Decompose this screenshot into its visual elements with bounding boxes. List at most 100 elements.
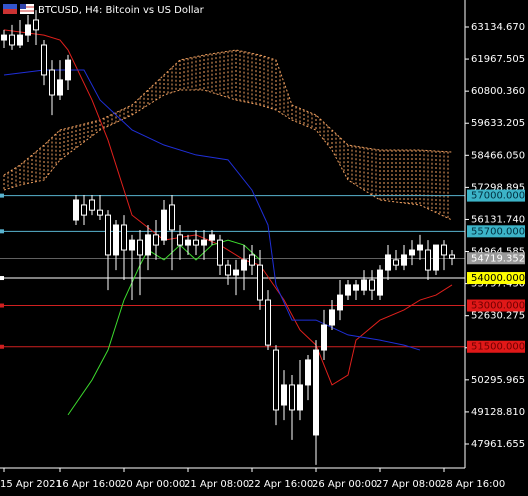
y-tick-label: 56131.740 <box>471 214 525 225</box>
candle-body <box>329 309 335 326</box>
flag-a-stripe <box>3 9 17 14</box>
y-tick-label: 60800.360 <box>471 86 525 97</box>
candle-body <box>425 249 431 271</box>
candle-body <box>281 384 287 406</box>
candle-body <box>273 349 279 411</box>
candle-body <box>161 209 167 241</box>
y-tick-label: 52630.275 <box>471 311 525 322</box>
level-marker <box>0 276 4 281</box>
level-marker <box>0 193 4 198</box>
candle-body <box>321 324 327 351</box>
candle-body <box>241 259 247 271</box>
y-tick-label: 59633.205 <box>471 118 525 129</box>
x-tick-label: 22 Apr 16:00 <box>248 479 313 490</box>
candle-body <box>145 234 151 256</box>
level-label-box <box>467 299 525 312</box>
candle-body <box>121 224 127 251</box>
candle-body <box>233 269 239 276</box>
current-price-box <box>467 252 525 265</box>
level-label-box <box>467 340 525 353</box>
candle-body <box>449 254 455 259</box>
candle-body <box>49 69 55 96</box>
candle-body <box>153 234 159 246</box>
candle-body <box>177 234 183 246</box>
level-marker <box>0 229 4 234</box>
candle-body <box>409 249 415 256</box>
level-label: 53000.000 <box>471 301 525 312</box>
y-tick-label: 47961.655 <box>471 439 525 450</box>
candle-body <box>297 384 303 411</box>
candle-body <box>353 284 359 291</box>
level-label: 54000.000 <box>471 273 525 284</box>
candle-body <box>89 199 95 211</box>
level-marker <box>0 303 4 308</box>
y-tick-label: 61967.505 <box>471 54 525 65</box>
candle-body <box>345 284 351 296</box>
level-label-box <box>467 189 525 202</box>
level-label-box <box>467 272 525 285</box>
candle-body <box>185 239 191 246</box>
candle-body <box>73 199 79 221</box>
y-tick-label: 54964.585 <box>471 247 525 258</box>
candle-body <box>257 264 263 301</box>
candle-body <box>417 244 423 251</box>
candle-body <box>289 384 295 411</box>
candle-body <box>129 239 135 251</box>
candle-body <box>33 19 39 31</box>
candle-body <box>65 59 71 81</box>
candle-body <box>369 279 375 291</box>
level-marker <box>0 344 4 349</box>
y-tick-label: 58466.050 <box>471 150 525 161</box>
flag-b <box>20 4 34 14</box>
flag-icon <box>3 4 34 14</box>
indicator-line <box>67 239 261 416</box>
cloud <box>3 49 449 219</box>
candle-body <box>377 269 383 296</box>
candle-body <box>249 254 255 266</box>
level-label: 55700.000 <box>471 226 525 237</box>
candle-body <box>41 44 47 76</box>
candle-body <box>57 79 63 96</box>
candle-body <box>393 259 399 266</box>
candle-body <box>137 239 143 256</box>
candle-body <box>441 244 447 256</box>
flag-b-canton <box>20 4 26 9</box>
y-tick-label: 63134.670 <box>471 22 525 33</box>
candle-body <box>209 234 215 241</box>
candle-body <box>97 209 103 216</box>
x-tick-label: 27 Apr 08:00 <box>376 479 441 490</box>
x-tick-label: 16 Apr 16:00 <box>56 479 121 490</box>
cloud-edge <box>3 89 453 221</box>
x-tick-label: 20 Apr 00:00 <box>120 479 185 490</box>
y-tick-label: 49128.810 <box>471 407 525 418</box>
candle-body <box>385 254 391 271</box>
chart-title: BTCUSD, H4: Bitcoin vs US Dollar <box>38 5 205 16</box>
x-tick-label: 26 Apr 00:00 <box>312 479 377 490</box>
x-tick-label: 21 Apr 08:00 <box>184 479 249 490</box>
level-label-box <box>467 225 525 238</box>
candle-body <box>25 24 31 36</box>
candle-body <box>105 214 111 256</box>
level-label: 57000.000 <box>471 191 525 202</box>
candle-body <box>337 294 343 311</box>
x-tick-label: 28 Apr 16:00 <box>440 479 505 490</box>
y-tick-label: 57298.895 <box>471 182 525 193</box>
candle-body <box>217 239 223 266</box>
candle-body <box>225 264 231 276</box>
x-tick-label: 15 Apr 2021 <box>0 479 62 490</box>
candle-body <box>401 254 407 266</box>
indicator-line <box>3 69 421 351</box>
candle-body <box>313 349 319 436</box>
candle-body <box>81 204 87 216</box>
y-tick-label: 53797.430 <box>471 279 525 290</box>
current-price-label: 54719.352 <box>471 253 525 264</box>
candle-body <box>169 204 175 231</box>
y-tick-label: 50295.965 <box>471 375 525 386</box>
candle-body <box>1 34 7 41</box>
level-label: 51500.000 <box>471 342 525 353</box>
candle-body <box>17 34 23 46</box>
